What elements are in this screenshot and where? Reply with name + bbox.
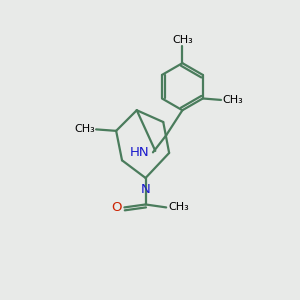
Text: N: N (141, 183, 151, 196)
Text: O: O (111, 201, 122, 214)
Text: CH₃: CH₃ (168, 202, 189, 212)
Text: CH₃: CH₃ (172, 34, 193, 45)
Text: CH₃: CH₃ (222, 95, 243, 105)
Text: CH₃: CH₃ (74, 124, 94, 134)
Text: HN: HN (130, 146, 149, 159)
